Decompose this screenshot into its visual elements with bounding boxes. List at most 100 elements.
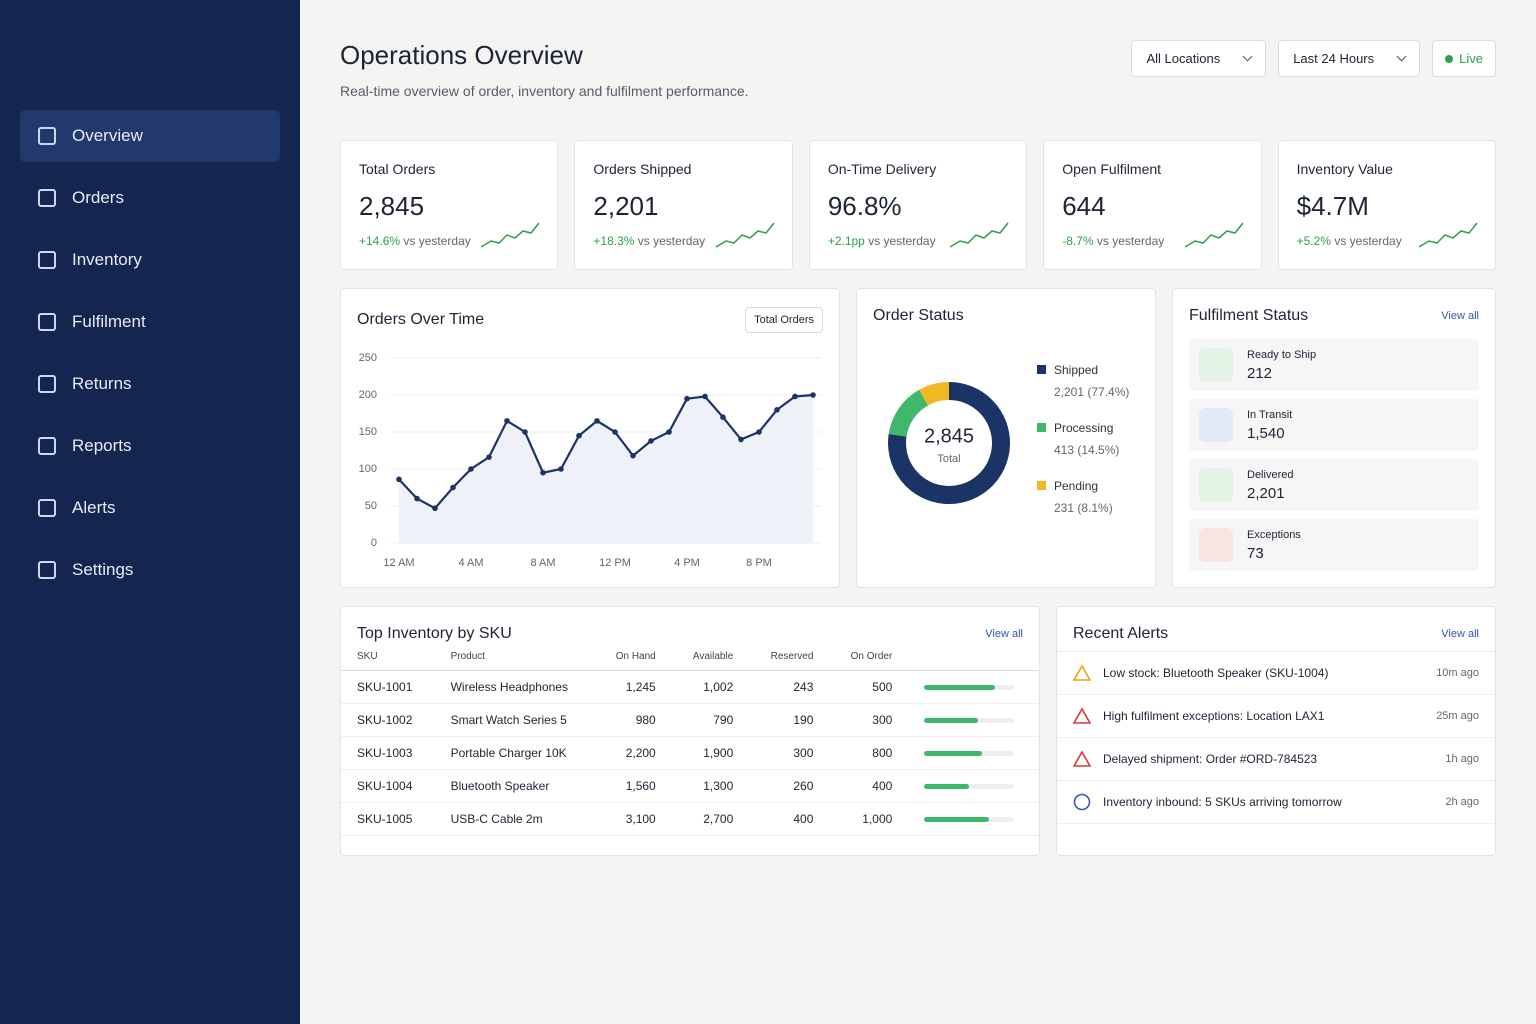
progress-fill [924,816,990,822]
column-header: On Order [829,643,909,671]
status-text: Delivered 2,201 [1247,469,1293,502]
legend-swatch [1037,481,1046,490]
sparkline-path [1184,222,1244,248]
table-cell: SKU-1001 [341,670,435,704]
line-point [630,452,636,459]
donut-segment [888,389,929,438]
card-title: Fulfilment Status [1189,307,1309,324]
legend-value: 413 [1054,443,1075,457]
status-value: 2,201 [1247,484,1285,502]
status-label: Delivered [1247,468,1294,481]
progress-fill [924,684,995,690]
status-value: 73 [1247,544,1264,562]
progress-track [924,684,1015,690]
nav-item[interactable]: Inventory [20,234,280,286]
view-all[interactable]: View all [1441,310,1479,322]
status-item: In Transit 1,540 [1189,399,1479,451]
progress-track [924,783,1015,789]
nav-item[interactable]: Settings [20,544,280,596]
legend-item: Processing 413 (14.5%) [1037,421,1129,457]
nav-item[interactable]: Alerts [20,482,280,534]
alert-triangle [1073,750,1091,767]
legend-swatch [1037,423,1046,432]
table-cell: 190 [749,703,830,737]
line-point [720,414,726,420]
sparkline-path [950,222,1009,248]
legend-value: 2,201 [1054,385,1085,399]
kpi-change: +2.1pp vs yesterday [828,234,1008,248]
legend-value: 231 [1054,501,1075,515]
line-point [540,469,546,476]
nav-item[interactable]: Overview [20,110,280,162]
table-cell: 400 [829,769,909,803]
main: Operations Overview Real-time overview o… [300,0,1536,1024]
kpi-card: Total Orders 2,845 +14.6% vs yesterday [340,140,559,270]
donut-total-label: Total [937,453,960,465]
line-point [468,466,474,472]
alert-item[interactable]: Low stock: Bluetooth Speaker (SKU-1004) 1… [1057,652,1495,695]
card-header: Orders Over Time Total Orders [341,289,839,333]
nav-label: Fulfilment [72,312,146,331]
y-tick-label: 150 [359,426,377,438]
sparkline [1184,222,1244,248]
nav-icon [38,313,56,331]
nav-item[interactable]: Orders [20,172,280,224]
column-header: Product [434,643,595,671]
table-row: SKU-1002 Smart Watch Series 5 980 790 190 300 [341,703,1039,737]
nav-item[interactable]: Reports [20,420,280,472]
kpi-note: vs yesterday [868,234,936,248]
alert-time: 10m ago [1436,667,1479,679]
alert-icon [1073,664,1091,681]
column-header: Available [671,643,750,671]
inventory-card: Top Inventory by SKU View all SKU Product O… [340,606,1040,856]
metric-select[interactable]: Total Orders [745,307,823,333]
table-cell: 800 [829,736,909,770]
line-point [486,454,492,460]
table-cell: 500 [829,670,909,704]
table-cell: 1,245 [594,670,672,704]
legend-percent: (77.4%) [1087,385,1130,399]
kpi-card: On-Time Delivery 96.8% +2.1pp vs yesterday [808,140,1028,270]
line-point [666,429,672,435]
alert-item[interactable]: Inventory inbound: 5 SKUs arriving tomor… [1057,781,1495,824]
x-tick-label: 4 PM [674,557,700,569]
kpi-change: -8.7% vs yesterday [1062,234,1242,248]
alert-icon [1073,750,1091,767]
line-point [648,438,654,444]
donut-chart: 2,845 Total [888,382,1010,504]
alert-triangle [1073,707,1091,724]
controls: All Locations Last 24 Hours Live [1131,40,1496,140]
kpi-label: Total Orders [359,161,436,177]
status-label: Exceptions [1247,528,1301,541]
orders-card: Orders Over Time Total Orders 0 50 100 150 20… [340,288,840,588]
view-all[interactable]: View all [985,628,1023,640]
alert-time: 2h ago [1445,796,1479,808]
nav-item[interactable]: Returns [20,358,280,410]
table-cell: 300 [749,736,830,770]
table-cell: Bluetooth Speaker [434,769,595,803]
fulfilment-card: Fulfilment Status View all Ready to Ship 2… [1172,288,1496,588]
column-header [908,643,1039,671]
nav-icon [38,561,56,579]
alert-text: Inventory inbound: 5 SKUs arriving tomor… [1103,795,1342,809]
filter-dropdown[interactable]: All Locations [1131,40,1267,77]
status-text: Ready to Ship 212 [1247,349,1316,382]
view-all[interactable]: View all [1441,628,1479,640]
alert-item[interactable]: High fulfilment exceptions: Location LAX… [1057,695,1495,738]
filter-dropdown[interactable]: Last 24 Hours [1278,40,1421,77]
nav-item[interactable]: Fulfilment [20,296,280,348]
card-header: Recent Alerts View all [1057,607,1495,652]
status-item: Ready to Ship 212 [1189,339,1479,391]
table-cell: SKU-1005 [341,802,435,836]
kpi-note: vs yesterday [1096,234,1165,248]
nav-label: Returns [72,374,132,393]
card-header: Fulfilment Status View all [1173,289,1495,325]
alert-triangle [1073,664,1091,681]
nav-icon [38,251,56,269]
alert-item[interactable]: Delayed shipment: Order #ORD-784523 1h ag… [1057,738,1495,781]
table-cell [908,802,1039,836]
table-cell: USB-C Cable 2m [434,802,595,836]
progress-track [924,750,1015,756]
legend-values: 231 (8.1%) [1054,501,1129,515]
